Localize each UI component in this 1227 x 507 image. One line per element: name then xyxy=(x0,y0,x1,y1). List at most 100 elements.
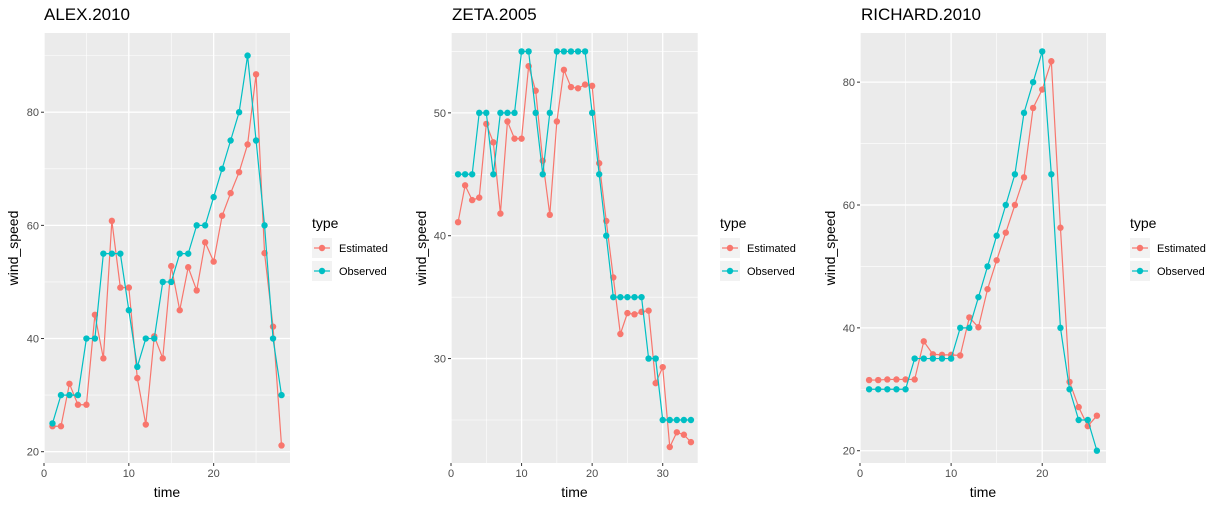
x-tick-label: 20 xyxy=(208,468,220,480)
panel-background xyxy=(860,33,1106,463)
data-point-estimated xyxy=(468,196,476,204)
y-axis-label: wind_speed xyxy=(413,211,429,287)
x-axis-label: time xyxy=(970,484,997,500)
chart-title: ZETA.2005 xyxy=(452,5,537,24)
data-point-observed xyxy=(504,109,511,117)
data-point-observed xyxy=(476,109,483,117)
data-point-estimated xyxy=(159,355,166,362)
x-tick-label: 30 xyxy=(657,468,669,480)
data-point-observed xyxy=(168,278,175,286)
data-point-estimated xyxy=(546,211,553,219)
data-point-observed xyxy=(483,109,490,117)
data-point-observed xyxy=(666,416,673,424)
y-axis-label: wind_speed xyxy=(5,211,21,287)
data-point-observed xyxy=(588,109,596,117)
data-point-observed xyxy=(490,171,497,178)
data-point-estimated xyxy=(532,87,539,94)
data-point-estimated xyxy=(624,309,631,317)
data-point-estimated xyxy=(1002,229,1009,236)
data-point-estimated xyxy=(1020,174,1028,181)
data-point-estimated xyxy=(645,307,652,314)
data-point-estimated xyxy=(984,285,991,293)
x-tick-label: 0 xyxy=(41,468,47,480)
data-point-observed xyxy=(1048,171,1055,178)
data-point-observed xyxy=(218,165,226,172)
legend-key-point xyxy=(318,244,326,252)
data-point-estimated xyxy=(911,376,918,383)
data-point-observed xyxy=(553,48,561,55)
data-point-estimated xyxy=(966,314,973,321)
data-point-estimated xyxy=(1039,86,1046,93)
y-tick-label: 50 xyxy=(434,108,446,120)
data-point-estimated xyxy=(975,324,982,331)
data-point-observed xyxy=(269,335,277,342)
series-line-estimated xyxy=(457,66,692,450)
data-point-estimated xyxy=(74,401,82,408)
data-point-observed xyxy=(261,222,268,229)
legend-label-observed: Observed xyxy=(747,266,795,278)
y-tick-label: 40 xyxy=(843,323,855,335)
y-tick-label: 40 xyxy=(434,231,446,243)
data-point-estimated xyxy=(278,442,285,449)
data-point-observed xyxy=(947,355,955,362)
data-point-estimated xyxy=(666,443,673,451)
data-point-observed xyxy=(525,48,532,55)
data-point-observed xyxy=(659,416,666,424)
data-point-observed xyxy=(532,109,539,117)
data-point-observed xyxy=(610,293,617,301)
data-point-observed xyxy=(929,355,937,362)
legend-title: type xyxy=(312,215,339,231)
data-point-estimated xyxy=(117,284,124,291)
data-point-observed xyxy=(1020,109,1028,117)
data-point-estimated xyxy=(454,219,462,226)
data-point-estimated xyxy=(617,330,624,338)
y-tick-label: 80 xyxy=(27,107,39,119)
y-tick-label: 80 xyxy=(843,77,855,89)
data-point-observed xyxy=(100,250,107,257)
data-point-observed xyxy=(938,355,946,362)
data-point-observed xyxy=(1029,78,1037,86)
data-point-estimated xyxy=(560,66,568,74)
data-point-observed xyxy=(159,278,166,286)
data-point-observed xyxy=(902,386,909,393)
data-point-estimated xyxy=(875,376,882,384)
data-point-estimated xyxy=(244,141,251,148)
data-point-estimated xyxy=(1029,104,1037,112)
data-point-observed xyxy=(210,193,217,201)
x-tick-label: 20 xyxy=(1036,468,1048,480)
data-point-observed xyxy=(497,109,504,117)
data-point-observed xyxy=(631,293,638,301)
data-point-observed xyxy=(624,293,631,301)
data-point-estimated xyxy=(490,139,497,146)
data-point-observed xyxy=(1002,201,1009,209)
data-point-estimated xyxy=(659,363,666,371)
data-point-estimated xyxy=(134,374,141,382)
data-point-estimated xyxy=(476,194,483,201)
data-point-estimated xyxy=(142,421,149,428)
data-point-observed xyxy=(511,109,518,117)
data-point-observed xyxy=(673,416,681,424)
data-point-estimated xyxy=(1075,403,1082,411)
data-point-estimated xyxy=(865,376,873,384)
data-point-observed xyxy=(74,391,82,399)
data-point-observed xyxy=(560,48,568,55)
data-point-estimated xyxy=(652,379,659,387)
data-point-observed xyxy=(567,48,575,55)
y-tick-label: 60 xyxy=(843,200,855,212)
data-point-estimated xyxy=(185,264,192,271)
data-point-observed xyxy=(687,416,695,424)
data-point-estimated xyxy=(567,83,575,91)
data-point-observed xyxy=(49,420,56,427)
data-point-observed xyxy=(1011,171,1019,178)
data-point-estimated xyxy=(483,120,490,128)
data-point-estimated xyxy=(227,189,234,197)
data-point-estimated xyxy=(168,262,175,270)
legend-key-point xyxy=(726,267,734,275)
data-point-observed xyxy=(66,391,73,399)
data-point-observed xyxy=(966,324,973,332)
data-point-observed xyxy=(134,363,141,371)
data-point-observed xyxy=(151,335,158,342)
data-point-observed xyxy=(957,324,964,332)
